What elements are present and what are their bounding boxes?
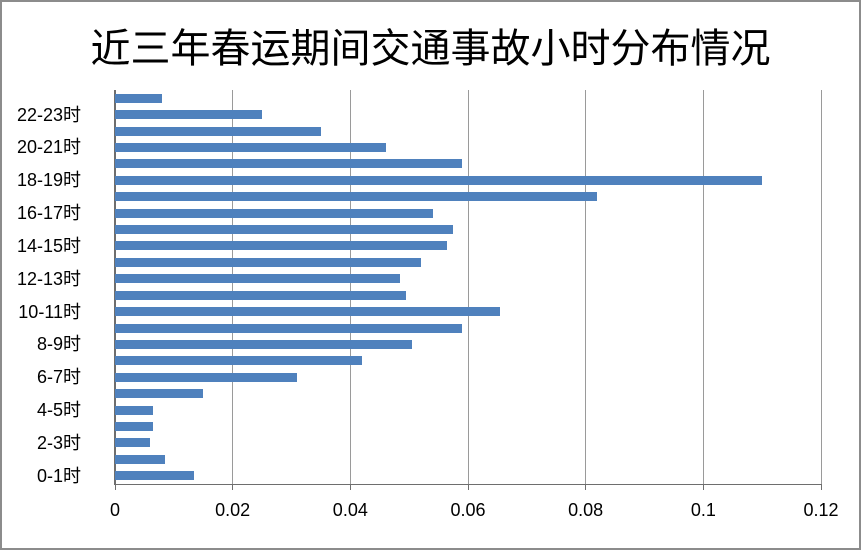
x-axis-label: 0.12 [803, 500, 839, 520]
bar-7-8时 [115, 356, 363, 366]
y-axis-label: 12-13时 [16, 268, 81, 289]
gridline [349, 90, 351, 484]
bar-21-22时 [115, 126, 321, 136]
plot-area [114, 90, 822, 490]
y-axis-label: 4-5时 [36, 400, 81, 421]
bar-15-16时 [115, 225, 454, 235]
x-axis-label: 0.06 [450, 500, 486, 520]
bar-10-11时 [115, 307, 501, 317]
bar-12-13时 [115, 274, 401, 284]
bar-18-19时 [115, 175, 763, 185]
bar-16-17时 [115, 208, 433, 218]
bar-2-3时 [115, 438, 151, 448]
bar-17-18时 [115, 192, 598, 202]
bar-9-10时 [115, 323, 463, 333]
gridline [820, 90, 822, 484]
bar-5-6时 [115, 389, 204, 399]
y-axis-label: 6-7时 [36, 367, 81, 388]
gridline [467, 90, 469, 484]
x-axis-tick [820, 484, 822, 490]
x-axis-tick [702, 484, 704, 490]
x-axis-tick [467, 484, 469, 490]
bar-20-21时 [115, 142, 386, 152]
y-axis-label: 20-21时 [16, 137, 81, 158]
bar-19-20时 [115, 159, 463, 169]
x-axis-tick [349, 484, 351, 490]
y-axis-label: 22-23时 [16, 104, 81, 125]
x-axis-label: 0.08 [568, 500, 604, 520]
x-axis-label: 0.1 [690, 500, 716, 520]
category-axis-line [114, 90, 116, 484]
bar-13-14时 [115, 257, 421, 267]
bar-0-1时 [115, 471, 195, 481]
y-axis-label: 16-17时 [16, 203, 81, 224]
bar-14-15时 [115, 241, 448, 251]
value-axis-line [114, 483, 821, 485]
y-axis-label: 0-1时 [36, 465, 81, 486]
x-axis-label: 0 [109, 500, 121, 520]
bar-6-7时 [115, 372, 298, 382]
x-axis-tick [232, 484, 234, 490]
y-axis-label: 10-11时 [18, 301, 81, 322]
y-axis-label: 14-15时 [16, 235, 81, 256]
chart-title: 近三年春运期间交通事故小时分布情况 [90, 26, 771, 72]
y-axis-label: 18-19时 [16, 170, 81, 191]
bar-8-9时 [115, 339, 413, 349]
bar-3-4时 [115, 422, 154, 432]
bar-4-5时 [115, 405, 154, 415]
gridline [232, 90, 234, 484]
y-axis-label: 8-9时 [36, 334, 81, 355]
bar-1-2时 [115, 454, 165, 464]
x-axis-tick [585, 484, 587, 490]
gridline [585, 90, 587, 484]
y-axis-label: 2-3时 [36, 432, 81, 453]
bar-22-23时 [115, 110, 263, 120]
bar-23-24时 [115, 93, 163, 103]
bar-11-12时 [115, 290, 407, 300]
x-axis-label: 0.04 [332, 500, 368, 520]
gridline [702, 90, 704, 484]
x-axis-tick [114, 484, 116, 490]
x-axis-label: 0.02 [215, 500, 251, 520]
